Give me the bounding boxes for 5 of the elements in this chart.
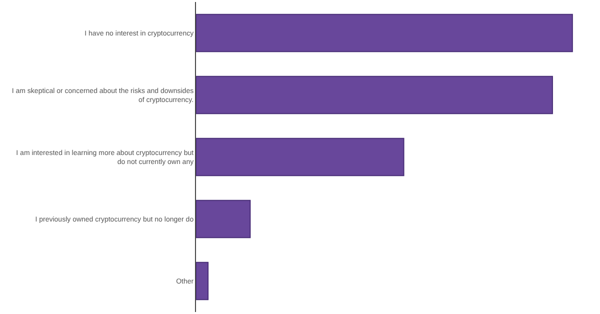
bar (196, 138, 404, 176)
bar (196, 76, 553, 114)
bar (196, 14, 573, 52)
bar (196, 200, 251, 238)
bar (196, 262, 209, 300)
